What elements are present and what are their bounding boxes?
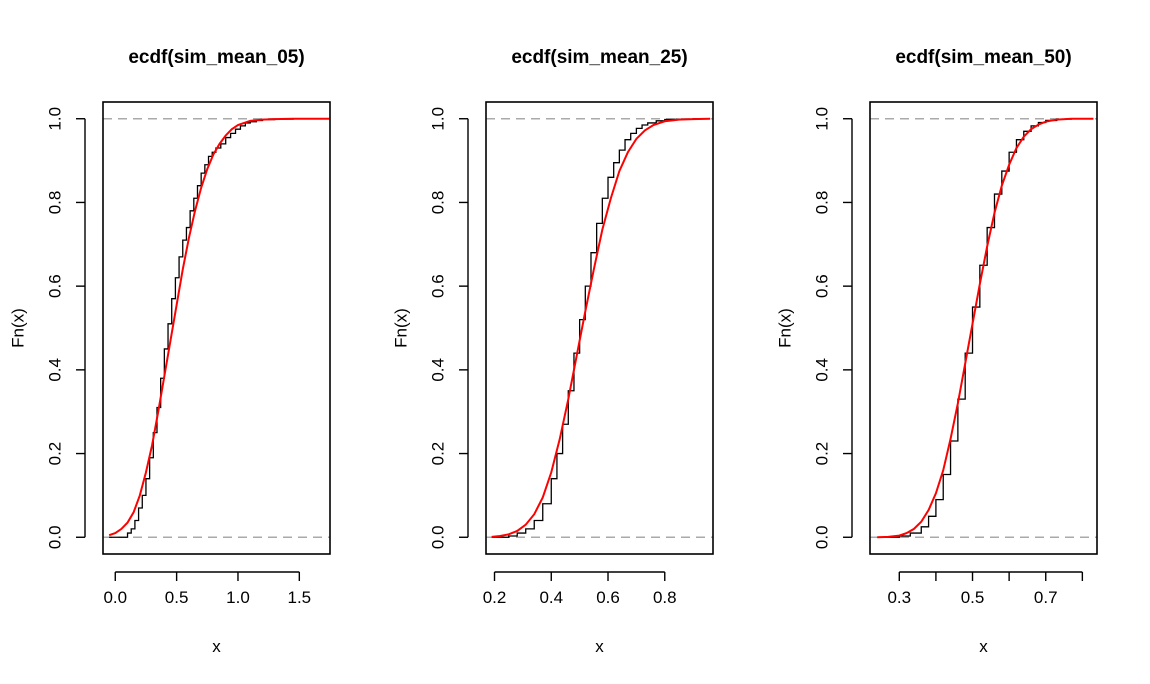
ecdf-step-series	[877, 118, 1094, 538]
y-tick-label: 0.8	[429, 191, 448, 215]
series-group	[877, 117, 1094, 539]
x-tick-label: 0.3	[887, 588, 911, 607]
chart-panel-2: ecdf(sim_mean_25) 0.2 0.4 0.6 0.8 0.0 0.2 0.4 0.…	[392, 47, 714, 656]
y-tick-label: 0.4	[46, 358, 65, 382]
y-tick-label: 1.0	[46, 107, 65, 131]
chart-title: ecdf(sim_mean_05)	[128, 47, 304, 68]
y-tick-label: 0.2	[429, 442, 448, 466]
ecdf-step-series	[109, 118, 330, 538]
y-tick-label: 1.0	[813, 107, 832, 131]
chart-panel-1: ecdf(sim_mean_05) 0.0 0.5 1.0 1.5 0.0 0.2 0.4 0.…	[9, 47, 331, 656]
x-tick-label: 0.5	[961, 588, 985, 607]
y-tick-label: 0.2	[46, 442, 65, 466]
chart-title: ecdf(sim_mean_25)	[511, 47, 687, 68]
y-tick-label: 0.8	[46, 191, 65, 215]
series-group	[491, 117, 711, 538]
x-tick-label: 0.7	[1034, 588, 1058, 607]
y-tick-label: 0.8	[813, 191, 832, 215]
y-tick-label: 0.6	[46, 274, 65, 298]
y-tick-label: 1.0	[429, 107, 448, 131]
y-tick-label: 0.0	[813, 525, 832, 549]
y-axis-label: Fn(x)	[392, 308, 411, 348]
ecdf-step-series	[491, 118, 711, 538]
chart-title: ecdf(sim_mean_50)	[895, 47, 1071, 68]
y-tick-label: 0.0	[429, 525, 448, 549]
x-tick-label: 1.0	[226, 588, 250, 607]
y-tick-label: 0.2	[813, 442, 832, 466]
normal-cdf-series	[108, 117, 330, 537]
y-tick-label: 0.4	[813, 358, 832, 382]
x-axis-label: x	[979, 637, 988, 656]
normal-cdf-series	[491, 117, 711, 538]
normal-cdf-series	[877, 117, 1094, 539]
x-tick-label: 0.5	[165, 588, 189, 607]
y-tick-label: 0.4	[429, 358, 448, 382]
x-axis-label: x	[595, 637, 604, 656]
y-axis-label: Fn(x)	[9, 308, 28, 348]
y-tick-label: 0.0	[46, 525, 65, 549]
plot-frame	[485, 101, 714, 555]
chart-panel-3: ecdf(sim_mean_50) 0.3 0.5 0.7 0.0 0.2 0.4 0.6 0.…	[776, 47, 1098, 656]
x-tick-label: 0.0	[103, 588, 127, 607]
x-tick-label: 0.6	[596, 588, 620, 607]
x-axis-label: x	[212, 637, 221, 656]
x-tick-label: 0.8	[653, 588, 677, 607]
y-axis-label: Fn(x)	[776, 308, 795, 348]
x-tick-label: 0.2	[483, 588, 507, 607]
series-group	[108, 117, 330, 538]
plot-frame	[102, 101, 331, 555]
y-tick-label: 0.6	[813, 274, 832, 298]
y-tick-label: 0.6	[429, 274, 448, 298]
x-tick-label: 1.5	[288, 588, 312, 607]
plot-frame	[869, 101, 1098, 555]
x-tick-label: 0.4	[539, 588, 563, 607]
